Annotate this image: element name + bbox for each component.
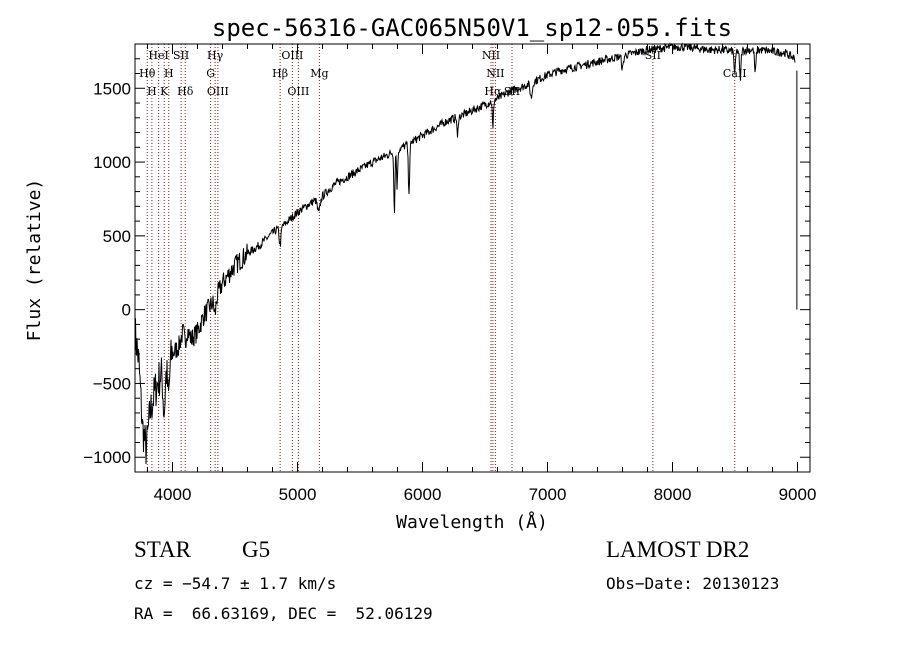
spectrum-line [134,42,796,465]
spectral-line-label: NII [486,67,504,80]
spectral-line-label: SII [173,49,189,62]
x-tick-label: 7000 [529,485,567,504]
x-tick-label: 4000 [154,485,192,504]
x-axis-ticks: 4000 5000 6000 7000 8000 9000 [147,44,817,504]
x-tick-label: 6000 [404,485,442,504]
survey-name: LAMOST DR2 [606,537,750,562]
spectral-line-label: HeI [148,49,168,62]
y-tick-label: 1500 [93,79,131,98]
observation-date: Obs−Date: 20130123 [606,574,780,593]
spectral-line-label: OIII [281,49,303,62]
spectral-line-label: Mg [310,67,328,80]
spectral-line-label: Hθ [139,67,156,80]
spectral-line-label: K [160,85,169,98]
x-tick-label: 9000 [779,485,817,504]
spectral-line-label: NII [482,49,500,62]
y-tick-label: 1000 [93,153,131,172]
object-subclass: G5 [242,537,271,562]
y-axis-label: Flux (relative) [24,179,45,342]
sky-coordinates: RA = 66.63169, DEC = 52.06129 [134,604,433,623]
y-tick-label: −1000 [83,448,131,467]
chart-title: spec-56316-GAC065N50V1_sp12-055.fits [212,14,732,42]
spectral-line-label: H [164,67,174,80]
spectral-line-label: Hβ [272,67,288,80]
spectral-line-label: H [147,85,157,98]
redshift-velocity: cz = −54.7 ± 1.7 km/s [134,574,337,593]
spectral-line-label: Hα [484,85,502,98]
x-tick-label: 8000 [654,485,692,504]
y-tick-label: 0 [122,301,131,320]
object-class: STAR [134,537,191,562]
spectral-line-label: Hγ [207,49,224,62]
spectral-marker-lines [146,44,736,472]
y-axis-ticks: −1000 −500 0 500 1000 1500 [83,43,810,473]
spectral-line-label: G [206,67,215,80]
spectral-line-label: Hδ [177,85,194,98]
spectral-line-label: OIII [207,85,229,98]
spectral-line-label: SII [645,49,661,62]
y-tick-label: −500 [93,374,131,393]
x-tick-label: 5000 [279,485,317,504]
x-axis-label: Wavelength (Å) [396,511,548,533]
spectral-line-label: OIII [287,85,309,98]
y-tick-label: 500 [103,227,131,246]
